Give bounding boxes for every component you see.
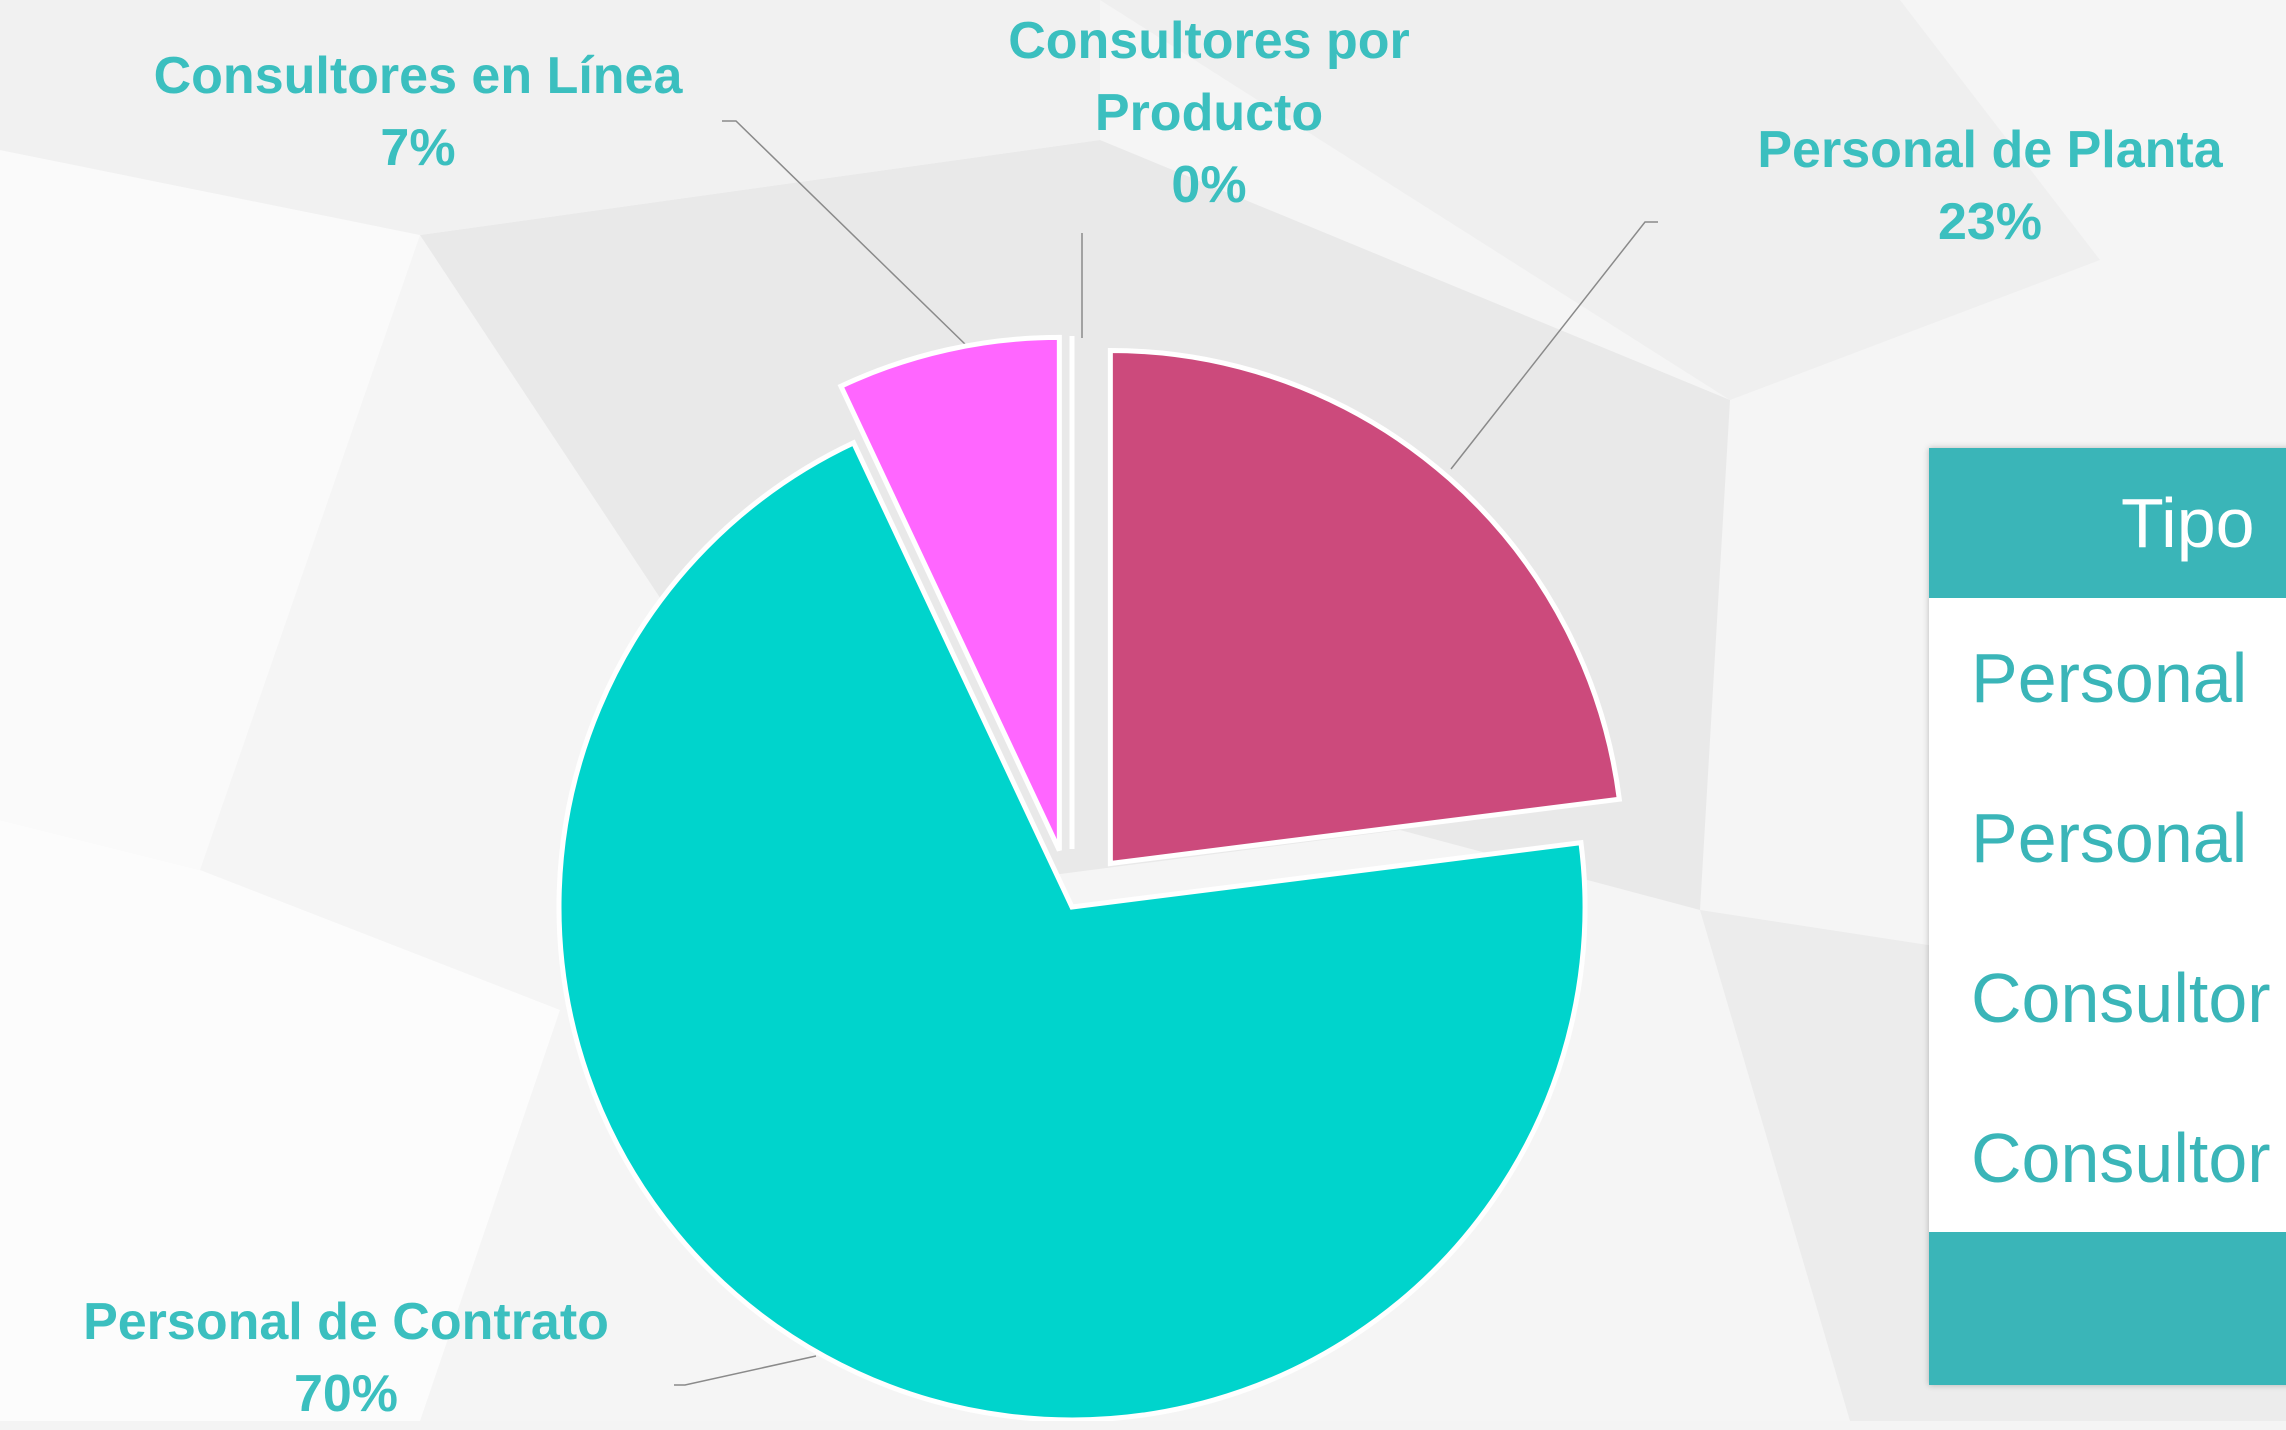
value-label: 70% xyxy=(293,1365,399,1423)
category-label: Consultores por Producto xyxy=(1008,12,1410,142)
category-label: Personal de Contrato xyxy=(83,1293,609,1351)
pie-slice xyxy=(1107,347,1623,867)
value-label: 7% xyxy=(380,119,456,177)
category-label: Consultores en Línea xyxy=(153,47,683,105)
table: Tipo Personal Personal Consultor Consult… xyxy=(1929,448,2286,1385)
leader-lines xyxy=(674,120,1658,1386)
table-cell: Consultor xyxy=(1971,1119,2271,1197)
pie-slice xyxy=(556,439,1588,1421)
table-cell: Personal xyxy=(1971,639,2248,717)
table-header: Tipo xyxy=(1929,448,2286,598)
pie xyxy=(556,334,1623,1421)
leader-line xyxy=(674,1355,817,1386)
table-footer xyxy=(1929,1232,2286,1385)
value-label: 0% xyxy=(1171,156,1247,214)
slice-label: Personal de Planta 23% xyxy=(1757,114,2222,258)
slice-label: Personal de Contrato 70% xyxy=(83,1286,609,1430)
pie-slice xyxy=(837,334,1062,852)
leader-line xyxy=(1450,221,1658,470)
leader-line xyxy=(722,120,968,347)
slice-label: Consultores por Producto 0% xyxy=(929,5,1489,221)
table-cell: Consultor xyxy=(1971,959,2271,1037)
value-label: 23% xyxy=(1937,193,2043,251)
slice-label: Consultores en Línea 7% xyxy=(154,40,683,184)
category-label: Personal de Planta xyxy=(1757,121,2223,179)
table-cell: Personal xyxy=(1971,799,2248,877)
